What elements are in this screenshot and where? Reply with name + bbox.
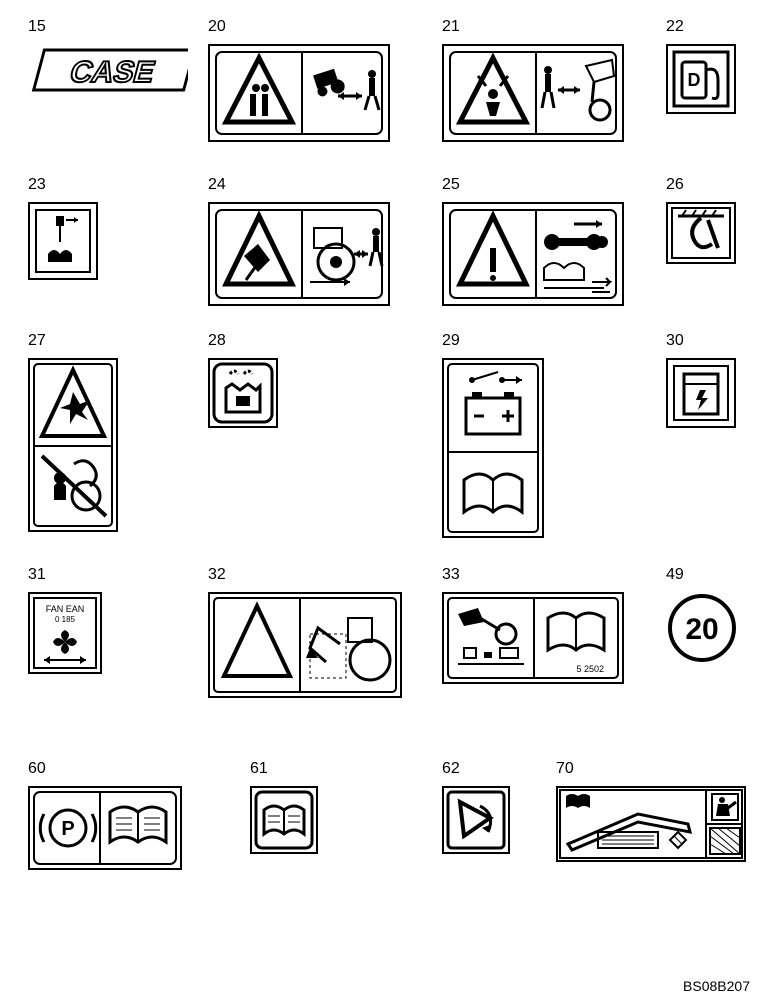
decal-31: 31 FAN EAN 0 185 (28, 566, 102, 674)
speed-20-icon: 20 (666, 592, 738, 664)
label-33: 33 (442, 566, 624, 592)
decal-25: 25 (442, 176, 624, 306)
label-23: 23 (28, 176, 98, 202)
decal-20: 20 (208, 18, 390, 142)
label-26: 26 (666, 176, 736, 202)
decal-15: 15 CASE (28, 18, 188, 101)
label-62: 62 (442, 760, 510, 786)
decal-29: 29 (442, 332, 544, 538)
label-29: 29 (442, 332, 544, 358)
decal-26: 26 (666, 176, 736, 264)
decal-60: 60 P (28, 760, 182, 870)
label-32: 32 (208, 566, 402, 592)
engine-hot-icon (208, 358, 278, 428)
decal-27: 27 (28, 332, 118, 532)
svg-text:FAN EAN: FAN EAN (46, 604, 85, 614)
label-25: 25 (442, 176, 624, 202)
read-manual-icon (250, 786, 318, 854)
svg-text:P: P (61, 818, 74, 840)
manual-tie-icon (28, 202, 98, 280)
loader-manual-icon: 5 2502 (442, 592, 624, 684)
case-logo-icon: CASE (28, 44, 188, 96)
svg-text:0 185: 0 185 (55, 615, 76, 624)
label-21: 21 (442, 18, 624, 44)
label-28: 28 (208, 332, 278, 358)
electrical-box-icon (666, 358, 736, 428)
label-70: 70 (556, 760, 746, 786)
decal-33: 33 5 2502 (442, 566, 624, 684)
label-15: 15 (28, 18, 188, 44)
parking-brake-icon: P (28, 786, 182, 870)
decal-28: 28 (208, 332, 278, 428)
boom-swing-icon (208, 592, 402, 698)
decal-22: 22 D (666, 18, 736, 114)
svg-text:CASE: CASE (66, 55, 158, 88)
decal-32: 32 (208, 566, 402, 698)
decal-61: 61 (250, 760, 318, 854)
label-27: 27 (28, 332, 118, 358)
label-49: 49 (666, 566, 738, 592)
doc-number: BS08B207 (683, 978, 750, 994)
explosion-noflame-icon (28, 358, 118, 532)
svg-text:D: D (688, 70, 701, 90)
decal-23: 23 (28, 176, 98, 280)
label-24: 24 (208, 176, 390, 202)
rollover-icon (442, 786, 510, 854)
label-60: 60 (28, 760, 182, 786)
decal-24: 24 (208, 176, 390, 306)
fuel-diesel-icon: D (666, 44, 736, 114)
decal-21: 21 (442, 18, 624, 142)
label-30: 30 (666, 332, 736, 358)
decal-70: 70 (556, 760, 746, 862)
crush-vehicle-icon (208, 44, 390, 142)
battery-manual-icon (442, 358, 544, 538)
warn-driveshaft-icon (442, 202, 624, 306)
svg-text:20: 20 (685, 613, 718, 646)
crush-bucket-icon (442, 44, 624, 142)
label-61: 61 (250, 760, 318, 786)
decal-30: 30 (666, 332, 736, 428)
fan-hazard-icon: FAN EAN 0 185 (28, 592, 102, 674)
loader-arm-support-icon (556, 786, 746, 862)
label-22: 22 (666, 18, 736, 44)
decal-49: 49 20 (666, 566, 738, 669)
crush-runover-icon (208, 202, 390, 306)
tie-down-icon (666, 202, 736, 264)
label-31: 31 (28, 566, 102, 592)
svg-text:5 2502: 5 2502 (576, 664, 604, 674)
decal-62: 62 (442, 760, 510, 854)
label-20: 20 (208, 18, 390, 44)
